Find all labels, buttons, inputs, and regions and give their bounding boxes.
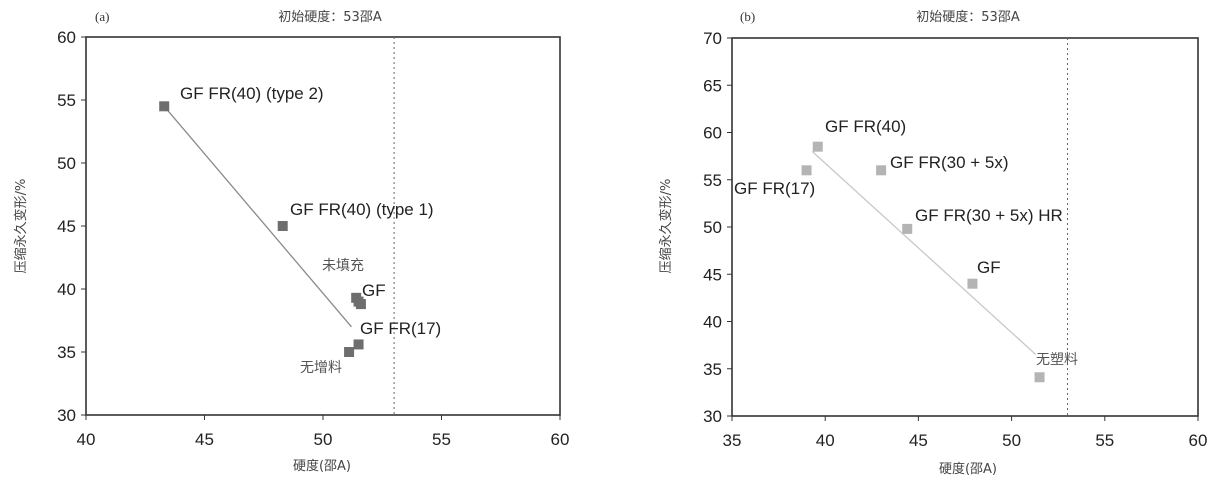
x-axis-title: 硬度(邵A)	[293, 458, 351, 474]
x-tick-label: 60	[1189, 431, 1208, 450]
panel-label: (a)	[95, 9, 109, 24]
data-point-label: GF FR(30 + 5x)	[890, 153, 1009, 172]
y-tick-label: 50	[703, 218, 722, 237]
data-point-label: 未填充	[322, 258, 364, 274]
x-tick-label: 50	[314, 430, 333, 449]
data-point-label: 无增料	[300, 360, 342, 376]
x-tick-label: 55	[1095, 431, 1114, 450]
x-tick-label: 45	[195, 430, 214, 449]
y-tick-label: 35	[57, 343, 76, 362]
y-tick-label: 40	[57, 280, 76, 299]
data-point-label: GF FR(30 + 5x) HR	[915, 206, 1063, 225]
data-point	[902, 223, 913, 234]
data-point	[277, 221, 288, 231]
trend-line	[163, 105, 352, 328]
y-tick-label: 45	[703, 265, 722, 284]
x-tick-label: 40	[816, 431, 835, 450]
y-tick-label: 65	[703, 76, 722, 95]
panel-label: (b)	[740, 9, 755, 24]
y-axis-title: 压缩永久变形/%	[658, 179, 674, 274]
plot-frame	[731, 37, 1199, 417]
chart-title: 初始硬度：53邵A	[278, 9, 382, 25]
y-tick-label: 30	[703, 407, 722, 426]
y-tick-label: 60	[57, 28, 76, 47]
y-tick-label: 55	[57, 91, 76, 110]
data-point-label: GF	[362, 281, 386, 300]
x-axis-title: 硬度(邵A)	[939, 461, 997, 477]
data-point	[1034, 372, 1045, 383]
data-point	[353, 339, 364, 350]
trend-line	[811, 150, 1037, 356]
y-tick-label: 55	[703, 171, 722, 190]
x-tick-label: 40	[77, 430, 96, 449]
chart-panel-a: 40 45 50 55 60 30 35 40 45 50 55 60 (a) 初始硬度：53邵A 硬度(邵…	[13, 9, 569, 474]
data-point-label: GF FR(17)	[734, 179, 815, 198]
data-point	[967, 278, 978, 289]
data-point-label: GF FR(40)	[825, 117, 906, 136]
chart-title: 初始硬度：53邵A	[916, 9, 1020, 25]
data-point-label: 无塑料	[1036, 352, 1078, 368]
y-tick-label: 30	[57, 406, 76, 425]
data-point-label: GF	[977, 258, 1001, 277]
x-tick-label: 45	[909, 431, 928, 450]
y-axis-title: 压缩永久变形/%	[13, 179, 29, 274]
x-tick-label: 50	[1002, 431, 1021, 450]
y-tick-label: 35	[703, 360, 722, 379]
data-point-label: GF FR(40) (type 1)	[290, 200, 434, 219]
y-tick-label: 70	[703, 29, 722, 48]
x-tick-label: 60	[551, 430, 570, 449]
data-point	[353, 296, 364, 307]
y-tick-label: 60	[703, 124, 722, 143]
data-point	[801, 165, 812, 176]
data-point-label: GF FR(17)	[360, 319, 441, 338]
data-point	[344, 347, 355, 357]
x-tick-label: 35	[723, 431, 742, 450]
data-point	[812, 141, 823, 152]
data-point-label: GF FR(40) (type 2)	[180, 84, 324, 103]
data-point	[159, 101, 170, 112]
y-tick-label: 50	[57, 154, 76, 173]
y-tick-label: 40	[703, 313, 722, 332]
data-point	[876, 165, 887, 176]
x-tick-label: 55	[432, 430, 451, 449]
y-tick-label: 45	[57, 217, 76, 236]
